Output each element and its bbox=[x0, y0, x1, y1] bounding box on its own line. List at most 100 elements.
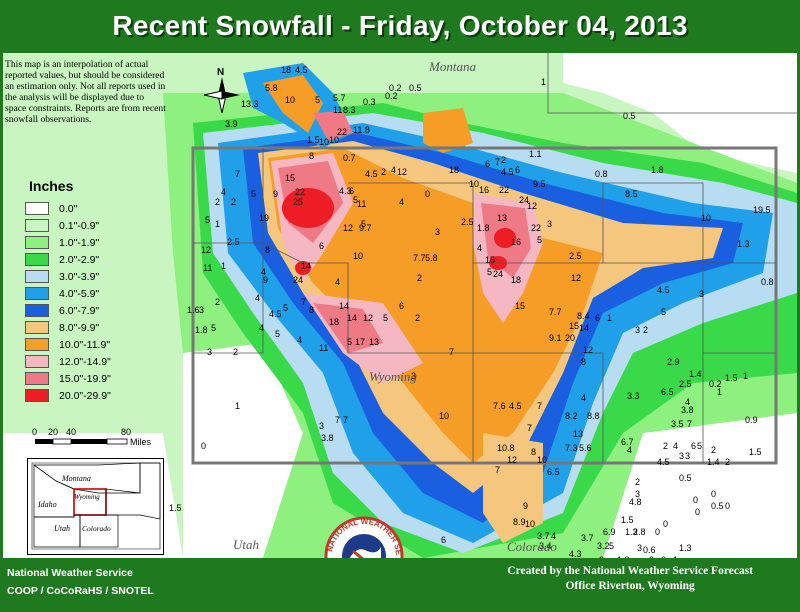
title-bar: Recent Snowfall - Friday, October 04, 20… bbox=[3, 3, 797, 49]
snowfall-report: 9 bbox=[523, 501, 528, 511]
snowfall-report: 19.5 bbox=[753, 205, 771, 215]
north-label: N bbox=[217, 67, 224, 78]
snowfall-report: 1 bbox=[221, 261, 226, 271]
contour-orange-north bbox=[263, 75, 323, 133]
snowfall-report: 4 bbox=[581, 393, 586, 403]
snowfall-report: 4.3 bbox=[339, 186, 352, 196]
snowfall-report: 6 bbox=[485, 159, 490, 169]
snowfall-report: 3 bbox=[637, 543, 642, 553]
legend-swatch bbox=[25, 372, 49, 385]
snowfall-report: 4.3 bbox=[569, 549, 582, 558]
legend-swatch bbox=[25, 253, 49, 266]
snowfall-report: 1.4 bbox=[707, 457, 720, 467]
snowfall-report: 0.5 bbox=[679, 473, 692, 483]
snowfall-report: 4.5 bbox=[509, 401, 522, 411]
snowfall-report: 0.9 bbox=[745, 415, 758, 425]
snowfall-report: 4.5 bbox=[501, 167, 514, 177]
snowfall-report: 24 bbox=[519, 195, 529, 205]
snowfall-report: 3 bbox=[199, 305, 204, 315]
snowfall-report: 9.5 bbox=[533, 179, 546, 189]
snowfall-report: 11 bbox=[203, 263, 212, 273]
snowfall-report: 2 bbox=[599, 555, 604, 558]
snowfall-report: 1.4 bbox=[689, 369, 702, 379]
snowfall-report: 2 bbox=[417, 273, 422, 283]
snowfall-report: 2 bbox=[415, 313, 420, 323]
snowfall-report: 7 bbox=[343, 415, 348, 425]
snowfall-report: 24 bbox=[293, 275, 303, 285]
legend-label: 0.0" bbox=[59, 202, 78, 215]
snowfall-report: 2 bbox=[215, 197, 220, 207]
snowfall-report: 6 bbox=[399, 301, 404, 311]
snowfall-report: 0.7 bbox=[343, 153, 356, 163]
snowfall-report: 9.1 bbox=[549, 333, 562, 343]
snowfall-report: 10 bbox=[537, 455, 547, 465]
snowfall-report: 6 bbox=[319, 241, 324, 251]
snowfall-report: 7 bbox=[449, 347, 454, 357]
locator-inset: Montana Idaho Wyoming Utah Colorado bbox=[27, 458, 164, 555]
legend-label: 8.0"-9.9" bbox=[59, 321, 100, 334]
snowfall-report: 8.4 bbox=[577, 311, 590, 321]
snowfall-report: 2.5 bbox=[569, 251, 582, 261]
snowfall-report: 7 bbox=[495, 157, 500, 167]
scale-tick-40: 40 bbox=[66, 427, 76, 437]
contour-red-west bbox=[282, 188, 334, 228]
snowfall-report: 7.7 bbox=[549, 307, 562, 317]
snowfall-report: 5.8 bbox=[425, 253, 438, 263]
nws-logo-icon: NATIONAL WEATHER SERVICE bbox=[323, 515, 404, 558]
snowfall-reports: 18 4.55.813.33.910 5 5.711 8.30.30.2 0.50.210… bbox=[169, 65, 774, 558]
snowfall-report: 8.3 bbox=[343, 105, 356, 115]
legend-item: 15.0"-19.9" bbox=[25, 370, 165, 387]
snowfall-report: 12 bbox=[507, 455, 517, 465]
snowfall-report: 9 bbox=[273, 189, 278, 199]
snowfall-map: 18 4.5 5.8 13.3 3.9 10 5 5.7 11 8.3 0.3 0.2 0.5 0.2 1 0… bbox=[3, 53, 797, 558]
inset-dakotas bbox=[105, 462, 161, 520]
snowfall-report: 1.5 bbox=[725, 373, 738, 383]
snowfall-report: 5 bbox=[697, 441, 702, 451]
county-lines-4 bbox=[193, 148, 264, 354]
scale-bar: 0 20 40 80 Miles bbox=[31, 425, 171, 465]
snowfall-report: 0 bbox=[655, 527, 660, 537]
legend-swatch bbox=[25, 202, 49, 215]
snowfall-report: 4 bbox=[627, 445, 632, 455]
inset-label-wyoming: Wyoming bbox=[74, 493, 100, 501]
snowfall-report: 6.5 bbox=[661, 387, 674, 397]
snowfall-report: 1.5 bbox=[307, 135, 320, 145]
snowfall-report: 5.8 bbox=[265, 83, 278, 93]
snowfall-report: 5.7 bbox=[333, 93, 346, 103]
snowfall-report: 8.2 bbox=[565, 411, 578, 421]
snowfall-report: 11.8 bbox=[353, 125, 370, 135]
inset-label-utah: Utah bbox=[54, 524, 70, 533]
snowfall-report: 11 bbox=[319, 343, 328, 353]
snowfall-report: 2 bbox=[501, 155, 506, 165]
legend-rows: 0.0" 0.1"-0.9" 1.0"-1.9" 2.0"-2.9" 3.0"-3.9"… bbox=[25, 200, 165, 404]
snowfall-report: 3.5 bbox=[671, 419, 684, 429]
snowfall-report: 6 bbox=[515, 165, 520, 175]
county-lines-2 bbox=[348, 182, 604, 463]
snowfall-report: 10 bbox=[439, 411, 449, 421]
snowfall-report: 3.8 bbox=[321, 433, 334, 443]
snowfall-report: 0.6 bbox=[643, 545, 656, 555]
legend-label: 1.0"-1.9" bbox=[59, 236, 100, 249]
snowfall-report: 7 bbox=[235, 169, 240, 179]
snowfall-report: 3 bbox=[635, 489, 640, 499]
snowfall-report: 8 bbox=[531, 447, 536, 457]
snowfall-report: 4 bbox=[259, 323, 264, 333]
snowfall-report: 7.7 bbox=[413, 253, 426, 263]
snowfall-report: 3 bbox=[699, 289, 704, 299]
snowfall-report: 1.1 bbox=[529, 149, 542, 159]
snowfall-report: 1.5 bbox=[621, 515, 634, 525]
snowfall-report: 18 bbox=[329, 317, 339, 327]
snowfall-report: 2 bbox=[381, 167, 386, 177]
snowfall-report: 0.3 bbox=[363, 97, 376, 107]
snowfall-report: 1.8 bbox=[195, 325, 208, 335]
snowfall-report: 2 bbox=[635, 477, 640, 487]
snowfall-report: 15 bbox=[285, 173, 295, 183]
legend-label: 3.0"-3.9" bbox=[59, 270, 100, 283]
snowfall-report: 3 bbox=[635, 325, 640, 335]
snowfall-report: 3 bbox=[435, 227, 440, 237]
snowfall-report: 7 bbox=[687, 419, 692, 429]
snowfall-report: 15 bbox=[485, 255, 495, 265]
legend-swatch bbox=[25, 236, 49, 249]
snowfall-report: 1 bbox=[717, 387, 722, 397]
snowfall-report: 10 bbox=[525, 519, 535, 529]
